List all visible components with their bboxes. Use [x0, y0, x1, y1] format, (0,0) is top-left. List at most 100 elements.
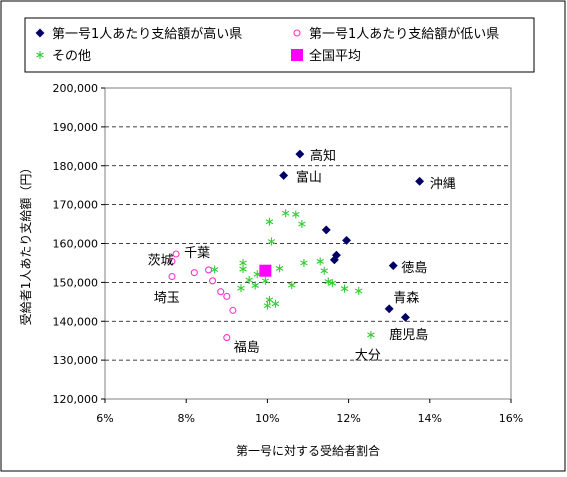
data-point: [328, 279, 337, 288]
data-point-stroke: [239, 266, 247, 272]
data-point-stroke: [245, 277, 253, 283]
y-axis-title: 受給者1人あたり支給額（円）: [19, 162, 33, 326]
y-tick-label: 120,000: [53, 393, 99, 406]
legend-box: [24, 17, 535, 73]
point-annotation: 青森: [393, 291, 419, 306]
data-point: [281, 209, 290, 218]
data-point: [324, 277, 333, 286]
data-point-stroke: [320, 268, 328, 274]
data-point: [209, 277, 217, 285]
point-annotation: 沖縄: [430, 177, 456, 192]
data-point: [217, 288, 225, 296]
point-annotation: 埼玉: [154, 291, 180, 306]
point-annotation: 茨城: [148, 253, 174, 268]
data-point: [271, 299, 280, 308]
data-point: [245, 276, 253, 285]
data-point-stroke: [265, 219, 274, 225]
data-point: [384, 304, 394, 314]
data-point-stroke: [324, 279, 333, 285]
y-tick-label: 180,000: [53, 160, 99, 173]
data-point: [210, 265, 219, 274]
data-point: [265, 295, 274, 304]
data-point: [316, 257, 324, 266]
data-point-stroke: [261, 278, 270, 284]
data-point: [415, 176, 425, 186]
legend-item: 第一号1人あたり支給額が低い県: [293, 27, 499, 42]
data-point-stroke: [271, 301, 280, 307]
data-point-stroke: [210, 267, 219, 273]
legend-label: 全国平均: [309, 48, 361, 64]
data-point-stroke: [354, 288, 363, 294]
legend-label: 第一号1人あたり支給額が高い県: [52, 26, 242, 42]
point-annotation: 富山: [296, 170, 322, 186]
data-point: [342, 235, 352, 245]
y-tick-label: 150,000: [53, 276, 99, 289]
data-point-stroke: [288, 282, 296, 288]
data-point-stroke: [251, 283, 259, 288]
data-point-stroke: [300, 260, 308, 266]
data-point-stroke: [275, 265, 284, 271]
x-tick-label: 12%: [336, 412, 360, 425]
legend-item: 第一号1人あたり支給額が高い県: [35, 26, 242, 42]
data-point: [190, 269, 198, 277]
data-point: [259, 264, 272, 277]
legend-label: その他: [52, 49, 91, 64]
data-point: [261, 276, 270, 285]
data-point: [204, 266, 213, 274]
legend-marker: [35, 28, 45, 38]
data-point: [300, 258, 308, 267]
data-point: [298, 220, 306, 229]
x-tick-label: 6%: [96, 412, 113, 425]
data-point: [354, 286, 363, 295]
data-point: [265, 217, 274, 226]
legend-item: 全国平均: [291, 48, 361, 64]
data-point-stroke: [265, 297, 274, 303]
y-tick-label: 200,000: [53, 82, 99, 95]
data-point-stroke: [281, 210, 290, 216]
legend-label: 第一号1人あたり支給額が低い県: [309, 27, 499, 42]
data-point-stroke: [367, 332, 375, 338]
data-point: [367, 330, 375, 339]
data-point: [329, 255, 339, 265]
x-tick-label: 14%: [418, 412, 442, 425]
y-tick-label: 140,000: [53, 315, 99, 328]
x-tick-label: 8%: [177, 412, 194, 425]
data-point: [400, 312, 410, 322]
y-tick-label: 160,000: [53, 238, 99, 251]
data-point: [229, 306, 237, 314]
y-tick-label: 170,000: [53, 199, 99, 212]
data-point: [239, 265, 247, 274]
x-axis-title: 第一号に対する受給者割合: [236, 443, 380, 458]
data-point: [168, 257, 176, 265]
data-point-stroke: [263, 303, 272, 309]
x-tick-label: 10%: [255, 412, 279, 425]
data-point: [321, 225, 331, 235]
point-annotation: 千葉: [184, 246, 210, 261]
data-point-stroke: [328, 280, 337, 286]
data-point: [223, 292, 231, 300]
x-tick-label: 16%: [499, 412, 523, 425]
data-point: [251, 281, 259, 290]
data-point: [320, 266, 328, 275]
point-annotation: 高知: [310, 148, 336, 164]
legend-marker: [36, 51, 44, 59]
data-point-stroke: [267, 239, 276, 245]
data-point: [223, 334, 231, 342]
y-tick-label: 190,000: [53, 121, 99, 134]
data-point: [275, 264, 284, 273]
data-point-stroke: [298, 221, 306, 227]
data-point: [288, 281, 296, 290]
legend-marker: [293, 29, 301, 37]
data-point-stroke: [292, 211, 300, 217]
legend-item: その他: [36, 49, 91, 64]
data-point: [267, 237, 276, 246]
data-point-stroke: [237, 285, 245, 291]
point-annotation: 徳島: [401, 261, 427, 276]
data-point: [237, 284, 245, 293]
point-annotation: 福島: [234, 341, 260, 356]
data-point-stroke: [239, 260, 247, 266]
y-tick-label: 130,000: [53, 354, 99, 367]
